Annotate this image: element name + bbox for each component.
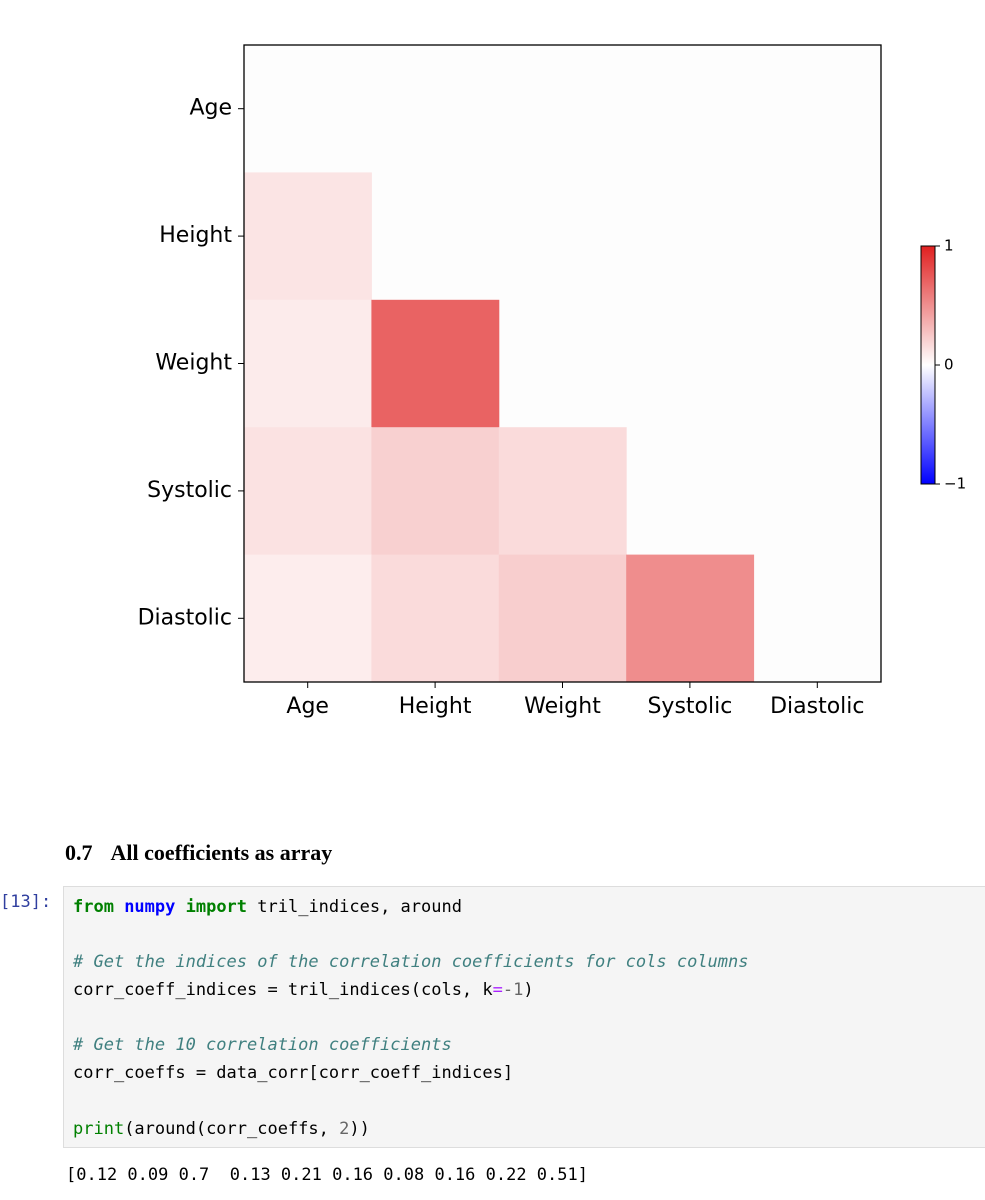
comment: # Get the 10 correlation coefficients (73, 1035, 452, 1056)
heatmap-cell (498, 427, 627, 556)
x-tick-label: Age (286, 694, 329, 719)
heatmap-cell (626, 554, 755, 683)
x-tick-label: Systolic (647, 694, 732, 719)
code: corr_coeffs = data_corr[corr_coeff_indic… (73, 1063, 514, 1084)
heatmap-cell (244, 554, 372, 683)
heatmap-cell (244, 299, 372, 428)
colorbar-tick-label: −1 (944, 475, 966, 493)
x-tick-label: Diastolic (770, 694, 864, 719)
builtin: print (73, 1118, 125, 1139)
heatmap-cell (371, 427, 500, 556)
code-line: # Get the 10 correlation coefficients (73, 1032, 985, 1060)
section-number: 0.7 (65, 840, 93, 865)
y-tick-label: Weight (155, 351, 232, 376)
code-line: corr_coeffs = data_corr[corr_coeff_indic… (73, 1060, 985, 1088)
colorbar-tick-label: 1 (944, 237, 954, 255)
keyword: from (73, 897, 114, 917)
code-cell[interactable]: from numpy import tril_indices, around #… (63, 886, 985, 1148)
code: )) (349, 1118, 370, 1139)
heatmap-cell (244, 172, 372, 301)
heatmap-cell (371, 299, 500, 428)
code: tril_indices, around (247, 897, 462, 917)
heatmap-cell (371, 554, 500, 683)
code-line: print(around(corr_coeffs, 2)) (73, 1116, 985, 1144)
chart: Age Age Height Height Weight Weight Systolic Sy… (138, 44, 966, 719)
keyword: import (185, 897, 248, 917)
x-tick-label: Weight (524, 694, 601, 719)
x-tick-label: Height (399, 694, 472, 719)
cell-prompt: [13]: (0, 892, 52, 912)
colorbar-tick-label: 0 (944, 356, 954, 374)
code-line: # Get the indices of the correlation coe… (73, 949, 985, 977)
number: -1 (502, 980, 524, 1001)
code: corr_coeff_indices = tril_indices(cols, … (73, 980, 493, 1001)
cell-output: [0.12 0.09 0.7 0.13 0.21 0.16 0.08 0.16 … (66, 1165, 588, 1185)
y-tick-label: Age (189, 96, 232, 121)
heatmap-cell (244, 427, 372, 556)
y-tick-label: Height (159, 223, 232, 248)
colorbar (920, 245, 936, 485)
code-line: corr_coeff_indices = tril_indices(cols, … (73, 977, 985, 1005)
section-heading: 0.7 All coefficients as array (65, 840, 332, 866)
operator: = (492, 980, 503, 1001)
section-title: All coefficients as array (110, 840, 333, 865)
y-tick-label: Systolic (147, 478, 232, 503)
code-line: from numpy import tril_indices, around (73, 894, 985, 922)
y-tick-label: Diastolic (138, 605, 232, 630)
heatmap-cell (498, 554, 627, 683)
module: numpy (113, 897, 186, 917)
code: (around(corr_coeffs, (124, 1118, 340, 1139)
comment: # Get the indices of the correlation coe… (73, 952, 749, 973)
number: 2 (339, 1118, 350, 1139)
code: ) (523, 980, 534, 1001)
